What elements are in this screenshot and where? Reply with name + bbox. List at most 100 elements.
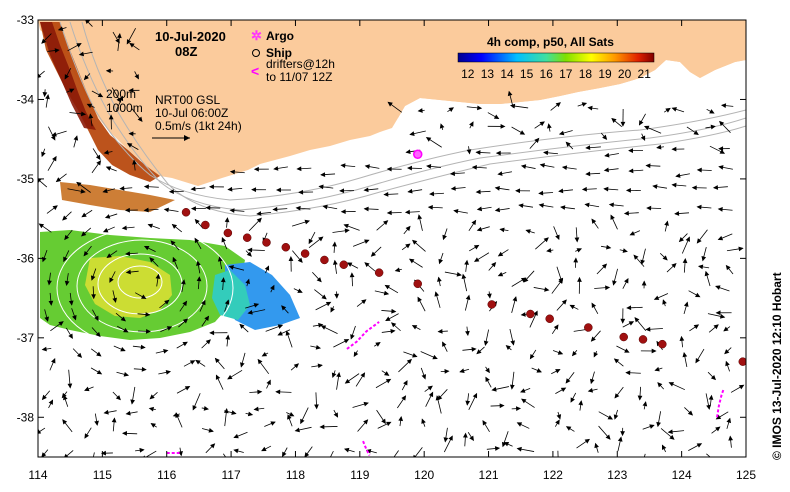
current-arrow-head [646, 205, 652, 211]
current-arrow-head [285, 330, 291, 336]
current-arrow-head [547, 123, 552, 129]
current-arrow-head [69, 88, 75, 93]
current-arrow-head [585, 145, 591, 151]
current-arrow-head [565, 378, 571, 384]
current-arrow-head [128, 88, 134, 93]
current-arrow-head [429, 191, 435, 197]
current-arrow-head [664, 220, 669, 226]
current-arrow-head [645, 163, 651, 169]
current-arrow-head [485, 376, 490, 383]
current-arrow-head [605, 434, 611, 440]
current-arrow-head [171, 223, 178, 229]
current-arrow-head [375, 342, 381, 347]
current-arrow-head [119, 186, 125, 191]
current-arrow-head [437, 276, 442, 282]
current-arrow-head [51, 357, 56, 364]
current-arrow-head [295, 205, 301, 211]
current-arrow-head [612, 280, 617, 286]
current-arrow-head [100, 450, 106, 456]
current-arrow-head [434, 291, 440, 297]
current-arrow-head [520, 164, 527, 169]
current-arrow-head [565, 426, 572, 431]
colorbar-tick-label: 13 [481, 67, 495, 81]
current-arrow-head [178, 451, 183, 457]
current-arrow-head [652, 184, 658, 189]
current-arrow-head [461, 273, 467, 279]
current-arrow-head [561, 165, 568, 171]
current-arrow [557, 450, 559, 457]
colorbar-tick-label: 20 [618, 67, 632, 81]
current-arrow-head [123, 327, 129, 333]
current-arrow-head [475, 189, 481, 195]
current-arrow-head [657, 382, 663, 388]
current-arrow-head [678, 236, 684, 243]
current-arrow-head [624, 348, 630, 353]
current-arrow-head [394, 267, 401, 273]
current-arrow-head [539, 121, 545, 127]
current-arrow-head [696, 167, 702, 173]
current-arrow-head [103, 409, 109, 415]
current-arrow-head [633, 254, 639, 260]
current-arrow-head [557, 350, 564, 355]
ship-position [281, 242, 291, 252]
current-arrow-head [76, 352, 83, 358]
current-arrow-head [667, 429, 673, 435]
current-arrow-head [708, 394, 714, 400]
y-tick-label: -38 [17, 410, 35, 424]
plot-frame [37, 19, 747, 458]
current-arrow-head [569, 304, 575, 310]
current-arrow-head [651, 348, 657, 354]
current-arrow-head [247, 411, 254, 417]
current-arrow-head [507, 90, 513, 97]
title-time: 08Z [175, 44, 197, 59]
current-arrow-head [525, 229, 531, 234]
current-arrow-head [417, 214, 423, 220]
current-arrow-head [476, 349, 482, 355]
current-arrow-head [715, 426, 721, 432]
current-arrow-head [384, 371, 390, 376]
current-arrow-head [574, 237, 580, 243]
current-arrow-head [637, 395, 643, 401]
current-arrow-head [427, 204, 433, 210]
current-arrow-head [132, 159, 137, 165]
x-tick-label: 124 [672, 468, 692, 482]
current-arrow-head [404, 209, 410, 215]
current-arrow-head [148, 406, 155, 412]
current-arrow-head [622, 248, 628, 253]
current-arrow-head [318, 236, 324, 242]
current-arrow-head [116, 32, 122, 39]
ship-position [584, 323, 593, 332]
current-arrow-head [38, 73, 42, 78]
colorbar-tick-label: 19 [598, 67, 612, 81]
current-arrow-head [521, 398, 527, 404]
current-arrow-head [266, 379, 271, 386]
colorbar-tick-label: 14 [500, 67, 514, 81]
current-arrow-head [421, 374, 427, 380]
current-arrow-head [261, 446, 267, 452]
current-arrow-head [497, 251, 504, 257]
current-arrow-head [68, 300, 74, 306]
current-arrow-head [62, 215, 68, 221]
current-arrow-head [360, 372, 366, 378]
argo-icon: ✲ [251, 28, 262, 43]
current-arrow-head [605, 285, 611, 291]
current-arrow [38, 427, 46, 434]
x-tick-label: 122 [543, 468, 563, 482]
current-arrow-head [317, 363, 323, 369]
current-arrow-head [628, 321, 635, 326]
current-arrow-head [315, 344, 322, 350]
current-arrow-head [104, 214, 111, 219]
current-arrow-head [710, 375, 716, 381]
current-arrow-head [728, 435, 734, 441]
current-arrow-head [682, 258, 688, 264]
current-arrow [414, 447, 423, 457]
current-arrow-head [168, 189, 174, 194]
current-arrow-head [704, 270, 710, 277]
coastline [390, 20, 746, 118]
x-tick-label: 121 [479, 468, 499, 482]
current-arrow-head [669, 434, 675, 440]
current-arrow-head [558, 278, 564, 284]
colorbar-tick-label: 18 [579, 67, 593, 81]
current-arrow-head [325, 301, 332, 307]
